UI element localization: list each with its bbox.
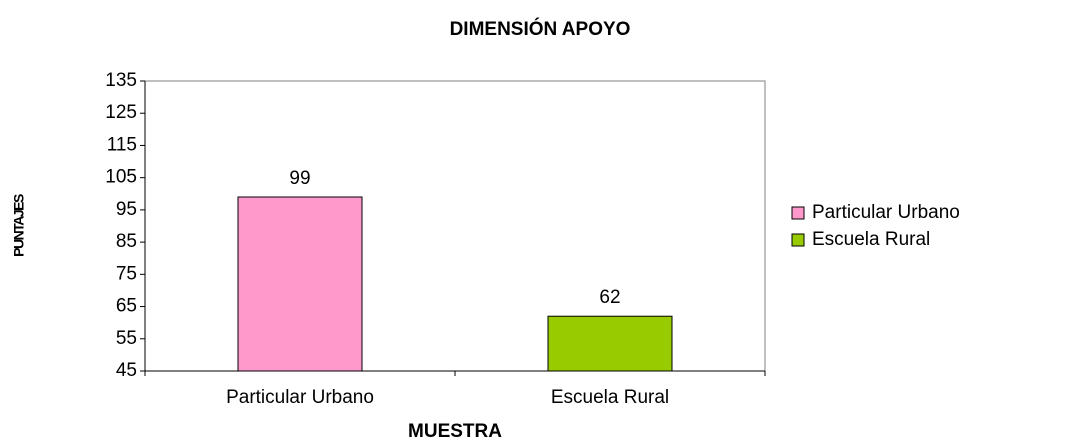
- y-tick-label: 115: [107, 134, 137, 155]
- legend-swatch: [791, 206, 805, 220]
- value-label: 62: [599, 287, 620, 308]
- y-tick-label: 75: [116, 263, 137, 284]
- y-tick-label: 135: [105, 70, 137, 91]
- bar: [237, 196, 363, 372]
- bar: [547, 315, 673, 372]
- value-label: 99: [289, 168, 310, 189]
- x-axis-label: MUESTRA: [408, 421, 502, 440]
- y-tick-label: 95: [116, 199, 137, 220]
- y-tick-label: 85: [116, 231, 137, 252]
- y-tick-label: 55: [116, 328, 137, 349]
- legend-label: Escuela Rural: [812, 229, 930, 250]
- legend-swatch: [791, 233, 805, 247]
- y-axis-label: PUNTAJES: [11, 194, 27, 257]
- y-tick-label: 125: [105, 102, 137, 123]
- legend-label: Particular Urbano: [812, 202, 960, 223]
- y-tick-label: 45: [116, 360, 137, 381]
- chart-title: DIMENSIÓN APOYO: [450, 18, 631, 40]
- y-tick-label: 65: [116, 296, 137, 317]
- x-tick-label: Particular Urbano: [226, 387, 374, 408]
- y-tick-label: 105: [105, 167, 137, 188]
- x-tick-label: Escuela Rural: [551, 387, 669, 408]
